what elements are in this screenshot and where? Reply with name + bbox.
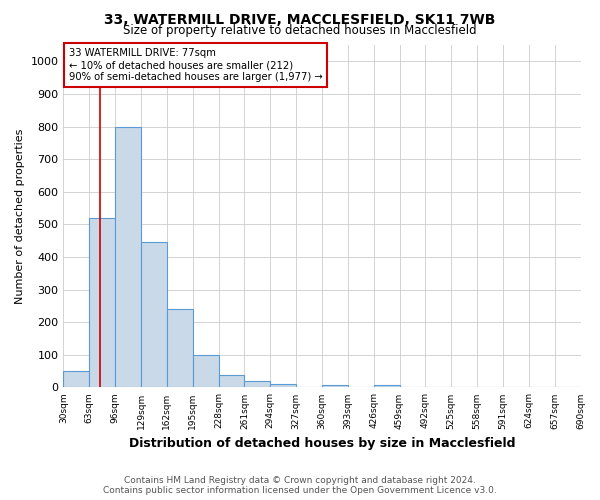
Bar [167, 309, 193, 388]
Bar [218, 376, 244, 388]
Bar [244, 381, 270, 388]
Text: Size of property relative to detached houses in Macclesfield: Size of property relative to detached ho… [123, 24, 477, 37]
Bar [89, 218, 115, 388]
Bar [64, 371, 89, 388]
Y-axis label: Number of detached properties: Number of detached properties [15, 128, 25, 304]
X-axis label: Distribution of detached houses by size in Macclesfield: Distribution of detached houses by size … [129, 437, 515, 450]
Text: 33 WATERMILL DRIVE: 77sqm
← 10% of detached houses are smaller (212)
90% of semi: 33 WATERMILL DRIVE: 77sqm ← 10% of detac… [68, 48, 322, 82]
Text: 33, WATERMILL DRIVE, MACCLESFIELD, SK11 7WB: 33, WATERMILL DRIVE, MACCLESFIELD, SK11 … [104, 12, 496, 26]
Bar [141, 242, 167, 388]
Bar [115, 126, 141, 388]
Text: Contains HM Land Registry data © Crown copyright and database right 2024.
Contai: Contains HM Land Registry data © Crown c… [103, 476, 497, 495]
Bar [374, 385, 400, 388]
Bar [322, 385, 348, 388]
Bar [270, 384, 296, 388]
Bar [193, 355, 218, 388]
